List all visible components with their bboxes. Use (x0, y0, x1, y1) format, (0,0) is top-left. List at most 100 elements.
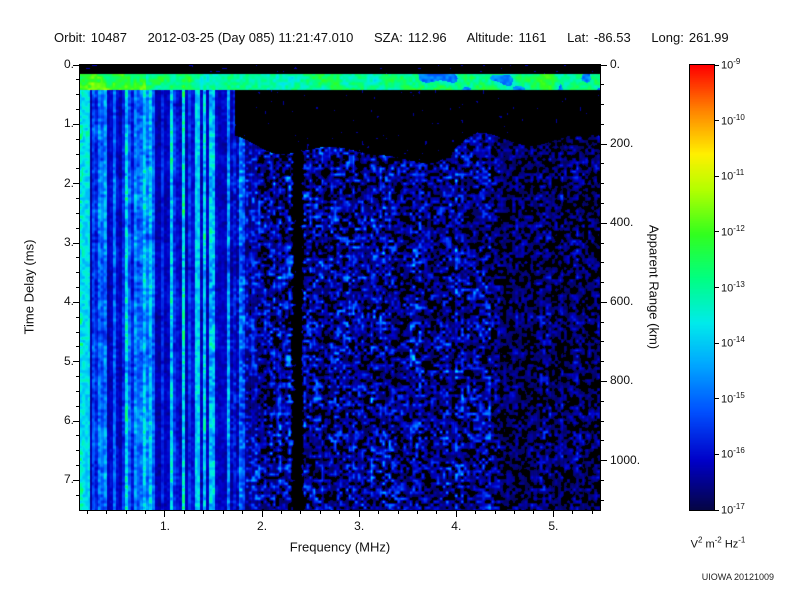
colorbar-tick-label: 10-13 (721, 279, 745, 295)
y-axis-left-minor-tick (76, 257, 79, 259)
y-axis-left-tick (73, 420, 79, 422)
y-axis-left-minor-tick (76, 331, 79, 333)
x-axis-tick-label: 4. (451, 519, 462, 533)
x-axis-tick-label: 5. (548, 519, 559, 533)
y-axis-right-tick-label: 400. (610, 215, 634, 230)
header-orbit: Orbit: 10487 (54, 30, 127, 45)
y-axis-right-minor-tick (601, 420, 604, 422)
colorbar-tick-label: 10-9 (721, 57, 741, 72)
x-axis-tick-label: 1. (159, 519, 170, 533)
y-axis-left-tick-label: 3. (63, 235, 74, 249)
header-datetime: 2012-03-25 (Day 085) 11:21:47.010 (148, 30, 354, 45)
header-altitude-value: 1161 (518, 30, 547, 45)
y-axis-left-minor-tick (76, 346, 79, 348)
x-axis-minor-tick (145, 511, 147, 514)
y-axis-right-minor-tick (601, 84, 604, 86)
y-axis-left-minor-tick (76, 405, 79, 407)
header-orbit-value: 10487 (90, 30, 127, 45)
x-axis-tick (552, 511, 554, 517)
x-axis-minor-tick (242, 511, 244, 514)
y-axis-right-minor-tick (601, 440, 604, 442)
y-axis-left-minor-tick (76, 138, 79, 140)
y-axis-left-tick (73, 361, 79, 363)
header-sza-label: SZA: (373, 30, 403, 45)
y-axis-right-tick (601, 301, 607, 303)
y-axis-left-minor-tick (76, 287, 79, 288)
y-axis-right-minor-tick (601, 361, 604, 363)
y-axis-right-minor-tick (601, 183, 604, 185)
y-axis-left-minor-tick (76, 494, 79, 496)
y-axis-right-tick (601, 64, 607, 66)
x-axis-minor-tick (572, 511, 574, 514)
x-axis-minor-tick (106, 511, 108, 514)
y-axis-left-tick-label: 4. (63, 294, 74, 309)
y-axis-right-tick-label: 0. (610, 57, 621, 71)
x-axis-minor-tick (125, 511, 127, 514)
colorbar-tick (715, 287, 719, 288)
y-axis-left-tick-label: 2. (63, 175, 74, 190)
y-axis-right-minor-tick (601, 400, 604, 402)
y-axis-right-tick-label: 600. (610, 294, 634, 309)
colorbar-tick-label: 10-12 (721, 223, 745, 239)
x-axis-minor-tick (436, 511, 438, 514)
colorbar-tick (715, 64, 719, 66)
colorbar-tick-label: 10-10 (721, 112, 745, 128)
y-axis-left-minor-tick (76, 316, 79, 318)
y-axis-right-minor-tick (601, 262, 604, 264)
y-axis-left-minor-tick (76, 272, 79, 274)
x-axis-minor-tick (533, 511, 535, 514)
x-axis-tick (455, 511, 457, 517)
colorbar-units-part: m (702, 538, 715, 551)
header-long: Long: 261.99 (651, 30, 728, 45)
colorbar-tick (715, 231, 719, 233)
header-long-label: Long: (651, 30, 684, 45)
colorbar-tick-label: 10-16 (721, 446, 745, 462)
y-axis-left-tick-label: 0. (63, 57, 74, 71)
x-axis-minor-tick (514, 511, 516, 514)
y-axis-left-tick (73, 123, 79, 125)
y-axis-right-minor-tick (601, 479, 604, 481)
x-axis-minor-tick (339, 511, 341, 514)
x-axis-tick (164, 511, 166, 517)
y-axis-left-minor-tick (76, 450, 79, 452)
colorbar-tick-label: 10-15 (721, 390, 745, 406)
header-datetime-value: 2012-03-25 (Day 085) 11:21:47.010 (147, 30, 354, 45)
header-altitude: Altitude: 1161 (467, 30, 547, 45)
y-axis-right-tick (601, 143, 607, 145)
y-axis-left-minor-tick (76, 79, 79, 81)
y-axis-right-tick (601, 460, 607, 462)
header-long-value: 261.99 (688, 30, 729, 45)
y-axis-right-minor-tick (601, 104, 604, 106)
y-axis-right-minor-tick (601, 341, 604, 343)
header-info: Orbit: 10487 2012-03-25 (Day 085) 11:21:4… (54, 30, 790, 45)
y-axis-left-tick-label: 5. (63, 353, 74, 368)
y-axis-left-minor-tick (76, 227, 79, 229)
y-axis-right-tick-label: 1000. (610, 452, 641, 467)
y-axis-left-tick (73, 183, 79, 185)
x-axis-minor-tick (591, 511, 593, 514)
header-sza: SZA: 112.96 (374, 30, 447, 45)
y-axis-left-minor-tick (76, 435, 79, 437)
x-axis-minor-tick (319, 511, 321, 514)
y-axis-right-minor-tick (601, 499, 604, 501)
y-axis-right-tick (601, 380, 607, 382)
x-axis-minor-tick (378, 511, 380, 514)
x-axis-label-frequency: Frequency (MHz) (289, 539, 391, 555)
y-axis-left-minor-tick (76, 109, 79, 110)
x-axis-minor-tick (300, 511, 302, 514)
y-axis-right-minor-tick (601, 282, 604, 284)
y-axis-left-minor-tick (76, 390, 79, 392)
y-axis-left-tick (73, 64, 79, 66)
x-axis-minor-tick (397, 511, 399, 514)
colorbar-tick-label: 10-11 (721, 168, 745, 183)
y-axis-left-tick (73, 242, 79, 244)
x-axis-tick-label: 2. (257, 519, 268, 533)
colorbar-tick (715, 453, 719, 455)
x-axis-minor-tick (183, 511, 185, 514)
colorbar-tick-label: 10-17 (721, 502, 745, 517)
y-axis-left-tick-label: 1. (63, 116, 74, 131)
y-axis-right-tick-label: 200. (610, 136, 634, 151)
spectrogram-canvas (79, 64, 601, 511)
colorbar-tick (715, 342, 719, 344)
header-altitude-label: Altitude: (466, 30, 514, 45)
